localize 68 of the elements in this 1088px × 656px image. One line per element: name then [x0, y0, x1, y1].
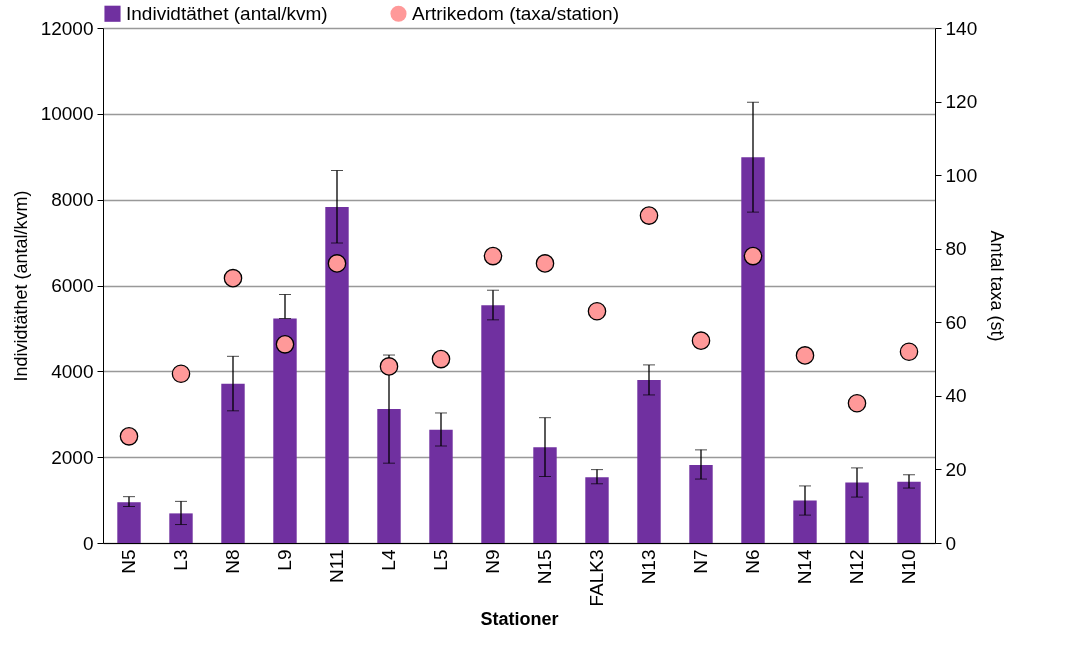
- point: [639, 206, 659, 225]
- bar: [741, 157, 765, 543]
- x-tick-label: N10: [898, 549, 919, 585]
- y-tick-label: 10000: [40, 103, 94, 125]
- y-tick-label: 2000: [51, 446, 94, 468]
- y2-tick-label: 40: [945, 385, 967, 407]
- x-tick-label: N14: [794, 549, 815, 585]
- bar: [429, 429, 453, 543]
- bar: [585, 477, 609, 543]
- x-tick-label: N5: [118, 549, 139, 574]
- point: [795, 346, 815, 365]
- y-tick-label: 12000: [40, 17, 94, 39]
- x-tick-label: N6: [742, 549, 763, 574]
- bar: [689, 464, 713, 543]
- bar: [273, 318, 297, 543]
- x-tick-label: N13: [638, 549, 659, 585]
- point: [691, 331, 711, 350]
- x-tick-label: N11: [326, 549, 347, 583]
- point: [119, 427, 139, 446]
- bar: [845, 482, 869, 543]
- x-tick-label: N15: [534, 549, 555, 585]
- bar: [169, 513, 193, 543]
- bar: [377, 409, 401, 543]
- point: [483, 246, 503, 266]
- bar: [533, 447, 557, 543]
- y2-axis-title: Antal taxa (st): [987, 230, 1008, 342]
- point: [171, 364, 191, 384]
- bar: [793, 500, 817, 543]
- point: [743, 246, 763, 266]
- bar: [117, 502, 141, 543]
- x-tick-label: L4: [378, 549, 399, 571]
- point: [223, 268, 243, 288]
- point: [327, 254, 347, 273]
- x-tick-label: L9: [274, 549, 295, 571]
- x-tick-label: FALK3: [586, 549, 607, 607]
- bar: [897, 481, 921, 543]
- y-tick-label: 0: [82, 532, 94, 554]
- legend-label: Artrikedom (taxa/station): [412, 2, 619, 24]
- x-tick-label: N9: [482, 549, 503, 574]
- x-axis-title: Stationer: [480, 608, 559, 629]
- y-tick-label: 6000: [51, 275, 94, 296]
- y2-tick-label: 140: [945, 17, 978, 39]
- bar: [221, 383, 245, 543]
- y2-tick-label: 20: [945, 458, 967, 480]
- point: [275, 335, 295, 354]
- y2-tick-label: 100: [945, 164, 978, 186]
- bar: [325, 206, 349, 543]
- point: [535, 254, 555, 273]
- point: [847, 393, 867, 413]
- point: [379, 357, 399, 376]
- bar: [637, 379, 661, 543]
- bar: [481, 305, 505, 543]
- y2-tick-label: 60: [945, 311, 967, 333]
- y-tick-label: 8000: [51, 189, 94, 211]
- x-tick-label: N8: [222, 549, 243, 574]
- point: [899, 342, 919, 362]
- x-tick-label: L3: [170, 549, 191, 571]
- y2-tick-label: 120: [945, 91, 978, 113]
- x-tick-label: N12: [846, 549, 867, 585]
- legend-label: Individtäthet (antal/kvm): [126, 2, 328, 24]
- y-tick-label: 4000: [51, 360, 94, 382]
- y2-tick-label: 0: [945, 532, 957, 554]
- y-axis-title: Individtäthet (antal/kvm): [10, 190, 31, 382]
- point: [587, 301, 607, 321]
- x-tick-label: N7: [690, 549, 711, 574]
- point: [431, 349, 451, 369]
- x-tick-label: L5: [430, 549, 451, 571]
- y2-tick-label: 80: [945, 238, 967, 260]
